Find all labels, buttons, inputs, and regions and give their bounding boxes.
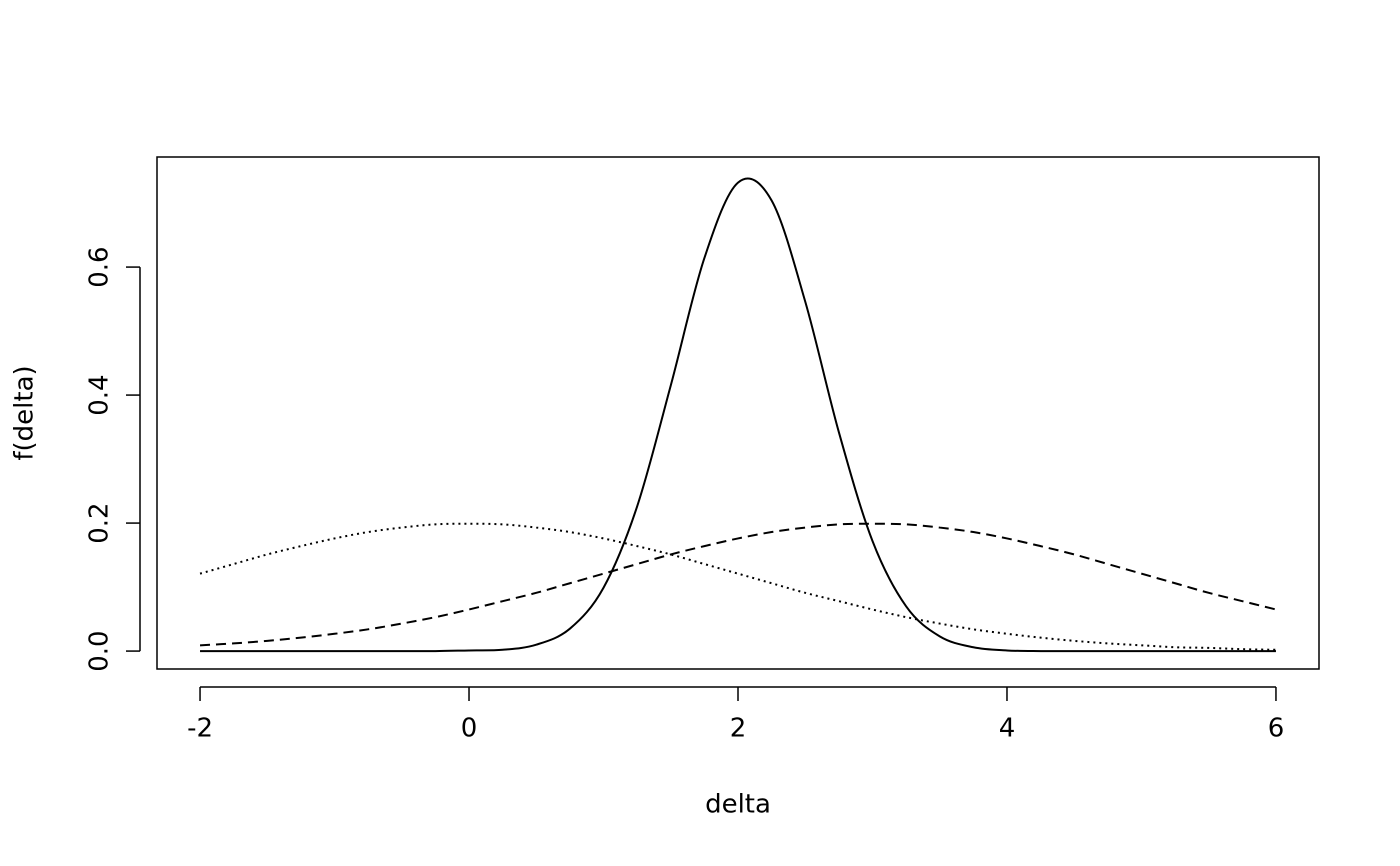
x-tick-label: -2 bbox=[187, 714, 213, 744]
x-tick-label: 6 bbox=[1268, 714, 1285, 744]
x-axis-label: delta bbox=[705, 790, 771, 820]
line-series bbox=[199, 522, 1277, 647]
x-tick-label: 2 bbox=[730, 714, 747, 744]
y-tick-label: 0.4 bbox=[85, 374, 115, 415]
x-tick-label: 0 bbox=[461, 714, 478, 744]
y-axis-label: f(delta) bbox=[10, 365, 40, 460]
plot-frame bbox=[156, 156, 1320, 670]
y-tick-label: 0.2 bbox=[85, 502, 115, 543]
x-tick-label: 4 bbox=[999, 714, 1016, 744]
line-series bbox=[200, 177, 1276, 653]
y-tick-label: 0.0 bbox=[85, 630, 115, 671]
y-tick-label: 0.6 bbox=[85, 246, 115, 287]
